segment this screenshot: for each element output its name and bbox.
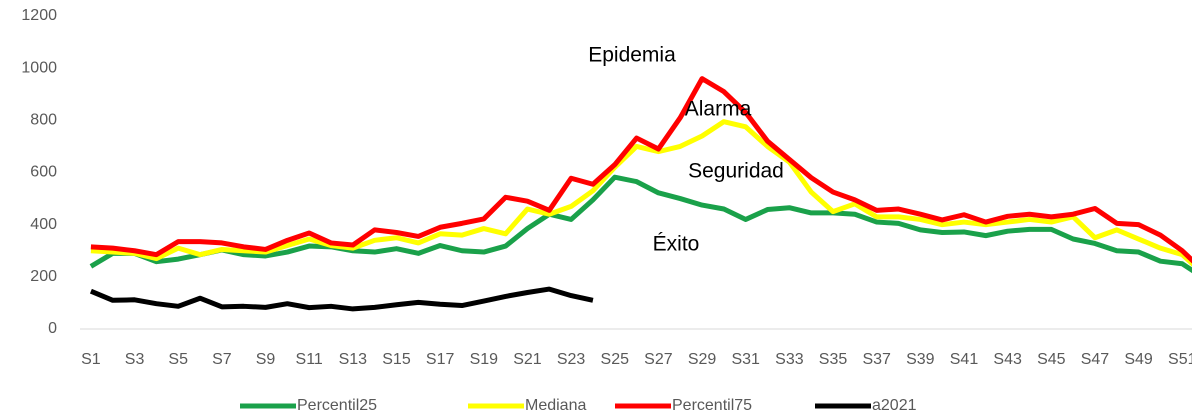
legend-label: Mediana: [525, 397, 586, 414]
annotation: Éxito: [653, 233, 700, 256]
x-tick-label: S17: [426, 351, 455, 368]
x-tick-label: S3: [125, 351, 145, 368]
x-tick-label: S1: [81, 351, 101, 368]
x-tick-label: S7: [212, 351, 232, 368]
x-tick-label: S25: [601, 351, 630, 368]
x-tick-label: S31: [731, 351, 760, 368]
legend-label: Percentil75: [672, 397, 752, 414]
x-tick-label: S43: [993, 351, 1022, 368]
y-tick-label: 200: [30, 268, 57, 285]
x-tick-label: S47: [1081, 351, 1110, 368]
x-tick-label: S45: [1037, 351, 1066, 368]
x-tick-label: S11: [296, 351, 323, 368]
x-tick-label: S37: [862, 351, 891, 368]
series-line: [89, 286, 594, 312]
x-tick-label: S27: [644, 351, 673, 368]
y-tick-label: 800: [30, 112, 57, 129]
x-tick-label: S13: [339, 351, 368, 368]
x-tick-label: S21: [513, 351, 542, 368]
y-tick-label: 400: [30, 216, 57, 233]
legend-label: a2021: [872, 397, 917, 414]
x-tick-label: S15: [382, 351, 411, 368]
x-tick-label: S41: [950, 351, 979, 368]
y-tick-label: 1200: [21, 7, 57, 24]
legend-label: Percentil25: [297, 397, 377, 414]
annotation: Seguridad: [688, 160, 784, 183]
annotation: Alarma: [685, 98, 752, 121]
x-tick-label: S49: [1124, 351, 1153, 368]
y-tick-label: 1000: [21, 59, 57, 76]
series-line: [89, 174, 1192, 274]
x-tick-label: S51: [1168, 351, 1192, 368]
x-tick-label: S9: [256, 351, 276, 368]
series-line: [90, 76, 1192, 264]
annotation: Epidemia: [588, 44, 676, 67]
series-line: [90, 119, 1192, 267]
y-tick-label: 600: [30, 164, 57, 181]
x-tick-label: S29: [688, 351, 717, 368]
x-tick-label: S19: [470, 351, 499, 368]
x-tick-label: S5: [168, 351, 188, 368]
y-tick-label: 0: [48, 320, 57, 337]
x-tick-label: S23: [557, 351, 586, 368]
x-tick-label: S33: [775, 351, 804, 368]
x-tick-label: S35: [819, 351, 848, 368]
x-tick-label: S39: [906, 351, 935, 368]
